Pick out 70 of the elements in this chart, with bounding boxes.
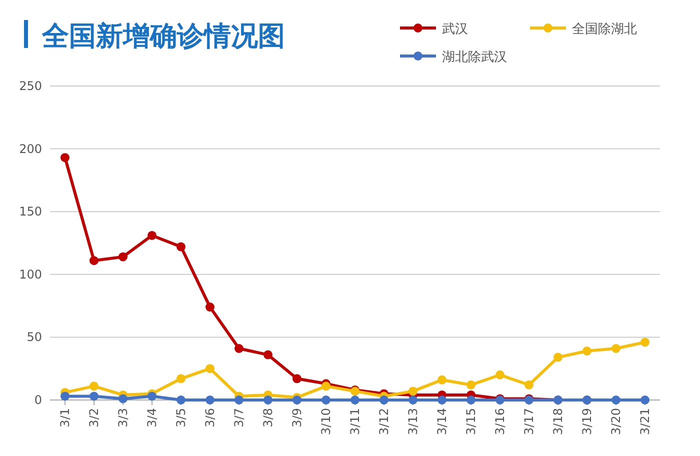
point [438, 375, 446, 384]
x-tick-label: 3/21 [638, 408, 652, 435]
point [148, 230, 156, 240]
point [380, 396, 388, 404]
y-tick-label: 50 [26, 330, 42, 344]
point [582, 346, 592, 356]
x-tick-label: 3/18 [551, 408, 565, 435]
legend-label: 湖北除武汉 [442, 50, 507, 65]
x-tick-label: 3/2 [87, 408, 101, 428]
x-tick-label: 3/4 [145, 408, 159, 428]
point [322, 382, 330, 391]
point [234, 344, 244, 354]
point [90, 256, 98, 266]
point [148, 392, 156, 401]
point [176, 374, 186, 384]
point [640, 338, 650, 347]
y-tick-label: 0 [34, 393, 42, 407]
point [350, 396, 360, 404]
point [206, 302, 214, 312]
y-tick-label: 150 [19, 204, 42, 219]
point [176, 396, 186, 404]
point [60, 153, 70, 162]
point [640, 396, 650, 404]
legend-label: 全国除湖北 [572, 22, 637, 37]
x-tick-label: 3/3 [116, 408, 130, 428]
chart-title: 全国新增确诊情况图 [41, 21, 285, 52]
point [264, 396, 272, 404]
point [234, 396, 244, 404]
point [206, 396, 214, 404]
x-tick-label: 3/16 [493, 408, 507, 435]
point [264, 350, 272, 360]
legend-label: 武汉 [442, 22, 468, 37]
x-tick-label: 3/20 [609, 408, 623, 435]
x-tick-label: 3/1 [58, 408, 72, 428]
y-tick-label: 250 [19, 79, 42, 93]
point [292, 374, 302, 384]
x-tick-label: 3/9 [290, 408, 304, 428]
point [438, 396, 446, 404]
point [466, 380, 476, 390]
x-tick-label: 3/17 [522, 408, 536, 435]
point [322, 396, 330, 404]
x-tick-label: 3/8 [261, 408, 275, 428]
x-tick-label: 3/11 [348, 408, 362, 435]
x-tick-label: 3/6 [203, 408, 217, 428]
y-tick-label: 100 [19, 267, 42, 282]
point [206, 364, 214, 374]
x-tick-label: 3/10 [319, 408, 333, 435]
point [118, 394, 128, 404]
x-tick-label: 3/15 [464, 408, 478, 435]
x-tick-label: 3/12 [377, 408, 391, 435]
point [466, 396, 476, 404]
point [554, 352, 562, 362]
point [612, 344, 620, 354]
point [90, 382, 98, 391]
point [176, 242, 186, 252]
point [118, 252, 128, 262]
point [90, 392, 98, 401]
x-tick-label: 3/13 [406, 408, 420, 435]
point [292, 396, 302, 404]
x-tick-label: 3/14 [435, 408, 449, 435]
point [612, 396, 620, 404]
x-tick-label: 3/7 [232, 408, 246, 428]
y-tick-label: 200 [19, 142, 42, 156]
point [524, 380, 534, 390]
x-tick-label: 3/5 [174, 408, 188, 428]
point [496, 370, 504, 380]
x-tick-label: 3/19 [580, 408, 594, 435]
point [408, 396, 418, 404]
point [60, 392, 70, 401]
point [408, 386, 418, 396]
